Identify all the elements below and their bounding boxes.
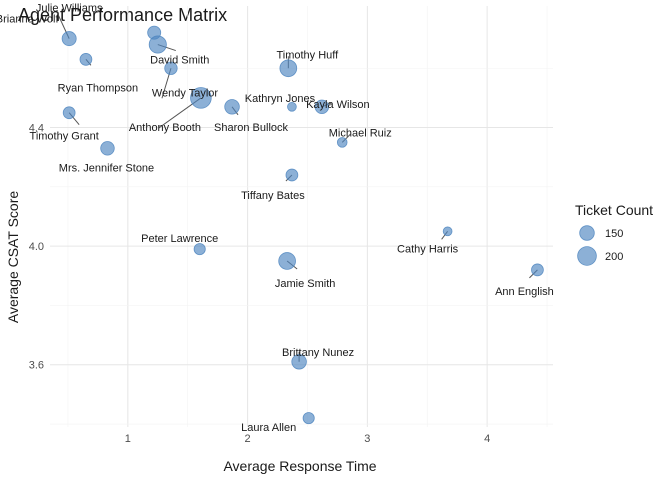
y-tick-label: 4.4 (29, 123, 44, 135)
data-point (190, 87, 212, 109)
data-point (531, 263, 544, 277)
legend: Ticket Count 150 200 (575, 202, 653, 266)
x-tick-label: 3 (364, 433, 370, 445)
legend-label: 200 (605, 251, 623, 263)
y-tick-label: 3.6 (29, 360, 44, 372)
x-axis-title: Average Response Time (223, 458, 376, 474)
x-tick-label: 2 (245, 433, 251, 445)
point-label: Timothy Huff (276, 49, 339, 61)
data-point (164, 61, 178, 75)
data-point (224, 99, 240, 115)
point-label: Timothy Grant (30, 131, 99, 143)
y-tick-label: 4.0 (29, 241, 44, 253)
legend-key (579, 225, 595, 241)
data-point (442, 226, 453, 237)
data-point (285, 168, 299, 182)
data-point (193, 243, 206, 256)
point-label: Michael Ruiz (329, 127, 392, 139)
data-point (100, 141, 115, 156)
grid-lines (50, 6, 553, 427)
point-label: Anthony Booth (129, 122, 201, 134)
data-point (278, 252, 296, 270)
y-axis-ticks: 3.6 4.0 4.4 (29, 123, 44, 372)
data-point (62, 106, 76, 120)
legend-title: Ticket Count (575, 202, 653, 218)
data-point (279, 59, 298, 78)
point-label: David Smith (150, 55, 209, 67)
chart-title: Agent Performance Matrix (18, 5, 227, 25)
data-point (302, 412, 315, 425)
data-point (61, 31, 77, 47)
point-label: Sharon Bullock (214, 122, 288, 134)
point-label: Jamie Smith (275, 278, 336, 290)
point-label: Laura Allen (241, 422, 296, 434)
point-label: Cathy Harris (397, 243, 459, 255)
label-leader-lines (56, 12, 538, 362)
data-point (79, 53, 93, 66)
legend-items: 150 200 (577, 225, 623, 266)
legend-key (577, 246, 597, 266)
data-point (287, 101, 297, 112)
point-label: Peter Lawrence (141, 233, 218, 245)
point-label: Kathryn Jones (245, 93, 316, 105)
x-tick-label: 1 (125, 433, 131, 445)
y-axis-title: Average CSAT Score (5, 191, 21, 324)
point-label: Ann English (495, 286, 554, 298)
point-label: Ryan Thompson (58, 82, 139, 94)
legend-label: 150 (605, 228, 623, 240)
data-points (61, 25, 544, 425)
point-label: Julie Williams (36, 3, 103, 15)
data-point (336, 137, 348, 148)
point-label: Mrs. Jennifer Stone (59, 162, 154, 174)
x-tick-label: 4 (484, 433, 490, 445)
point-label: Brittany Nunez (282, 347, 354, 359)
data-point (148, 35, 167, 54)
data-point (314, 99, 330, 115)
point-label: Kayla Wilson (306, 99, 370, 111)
x-axis-ticks: 1 2 3 4 (125, 433, 490, 445)
point-label: Brianna Wolf (0, 14, 59, 26)
data-point (291, 354, 307, 370)
point-label: Wendy Taylor (152, 87, 219, 99)
point-label: Tiffany Bates (241, 190, 305, 202)
